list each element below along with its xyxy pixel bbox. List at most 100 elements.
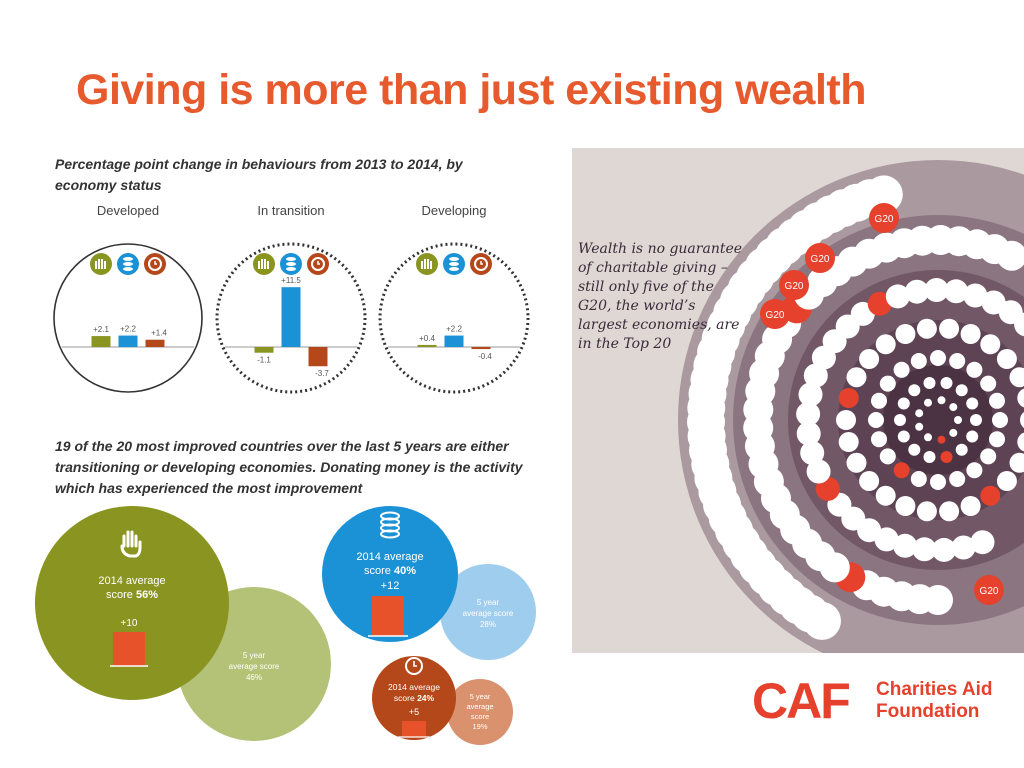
spiral-dot (871, 392, 887, 409)
spiral-dot (838, 388, 859, 408)
spiral-dot (940, 377, 953, 389)
spiral-dot (868, 412, 884, 428)
spiral-dot (1009, 452, 1024, 473)
spiral-dots (687, 175, 1024, 640)
panel-circles (53, 242, 530, 394)
spiral-dot (806, 459, 831, 484)
helping-average-bubble (35, 506, 229, 700)
spiral-dot (879, 375, 896, 392)
spiral-dot (796, 421, 821, 446)
spiral-dot (923, 377, 936, 389)
volunteering-average-bubble (372, 656, 456, 740)
slide-title: Giving is more than just existing wealth (76, 66, 867, 114)
volunteering-change-value: +5 (408, 707, 420, 717)
caf-logo-mark: CAF (752, 673, 851, 729)
bubbles-caption: 19 of the 20 most improved countries ove… (55, 438, 523, 496)
bar-helping (417, 344, 437, 347)
spiral-dot (930, 474, 946, 490)
spiral-dot (1009, 367, 1024, 388)
spiral-dot (859, 349, 880, 369)
g20-badge: G20 (974, 575, 1004, 605)
bar-donating (444, 335, 464, 347)
bar-volunteering (145, 339, 165, 347)
spiral-dot (895, 496, 916, 516)
bubble-cluster (35, 506, 536, 745)
spiral-dot (1017, 432, 1024, 452)
spiral-dot (980, 448, 997, 465)
donating-five-year-text: 5 year average score 28% (462, 598, 514, 629)
spiral-dot (867, 291, 892, 316)
helping-icon (416, 253, 438, 275)
spiral-dot (944, 279, 969, 304)
spiral-dot (954, 416, 962, 424)
spiral-dot (930, 350, 946, 366)
donating-average-bubble (322, 506, 458, 642)
spiral-dot (893, 533, 918, 558)
spiral-dot (897, 397, 910, 410)
spiral-dot (894, 414, 906, 426)
bar-helping (254, 347, 274, 353)
volunteering-five-year-bubble (447, 679, 513, 745)
volunteering-icon (144, 253, 166, 275)
panel-icons (90, 253, 492, 275)
spiral-dot (838, 432, 859, 452)
spiral-dot (910, 353, 927, 369)
spiral-dot (912, 537, 937, 562)
spiral-dot (980, 334, 1001, 355)
spiral-dot (963, 283, 988, 308)
svg-text:G20: G20 (785, 281, 804, 292)
panel-circle-transition (215, 242, 367, 394)
g20-badge: G20 (760, 299, 790, 329)
volunteering-icon (470, 253, 492, 275)
bar-label: -3.7 (315, 369, 329, 378)
helping-five-year-text: 5 year average score 46% (228, 651, 280, 682)
spiral-dot (924, 398, 932, 407)
spiral-dot (996, 240, 1024, 271)
g20-spiral-infographic (572, 148, 1024, 653)
panel-circle-developed (53, 243, 203, 393)
volunteering-average-text: 2014 average score 24% (388, 682, 440, 703)
spiral-dot (846, 367, 867, 388)
bar-label: +1.4 (151, 329, 167, 338)
svg-text:G20: G20 (980, 586, 999, 597)
spiral-dot (939, 501, 960, 522)
volunteering-five-year-text: 5 year average score 19% (466, 692, 494, 731)
spiral-dot (949, 471, 966, 487)
caf-logo-name: Charities Aid Foundation (876, 679, 993, 722)
bar-volunteering (308, 347, 328, 367)
bars-layer: +2.1 +2.2 +1.4 -1.1 +11.5 -3.7 +0.4 +2.2 -0.4 (62, 276, 520, 378)
spiral-dot (908, 443, 921, 456)
spiral-dot (980, 485, 1001, 506)
donating-change-bar (372, 596, 404, 636)
bar-helping (91, 336, 111, 347)
bar-label: -1.1 (257, 356, 271, 365)
spiral-dot (960, 496, 981, 516)
spiral-dot (989, 431, 1005, 448)
helping-icon (253, 253, 275, 275)
spiral-dot (803, 363, 828, 388)
spiral-dot (864, 175, 903, 214)
spiral-dot (924, 278, 949, 302)
spiral-dot (955, 443, 968, 456)
helping-change-bar (113, 632, 145, 666)
donating-change-value: +12 (380, 580, 400, 592)
bar-label: +11.5 (281, 276, 301, 285)
spiral-dot (932, 537, 956, 562)
g20-badge: G20 (805, 243, 835, 273)
spiral-dot (937, 435, 946, 444)
spiral-dot (897, 430, 910, 443)
spiral-dot (871, 431, 887, 448)
spiral-dot (904, 279, 929, 304)
spiral-dot (980, 375, 997, 392)
donating-five-year-bubble (440, 564, 536, 660)
spiral-dot (939, 318, 960, 339)
donating-icon (443, 253, 465, 275)
spiral-dot (798, 382, 823, 407)
spiral-dot (908, 384, 921, 397)
g20-badge: G20 (779, 270, 809, 300)
panel-circle-developing (378, 242, 530, 394)
bar-donating (281, 287, 301, 347)
spiral-dot (940, 451, 953, 463)
spiral-dot (910, 471, 927, 487)
volunteering-icon (307, 253, 329, 275)
